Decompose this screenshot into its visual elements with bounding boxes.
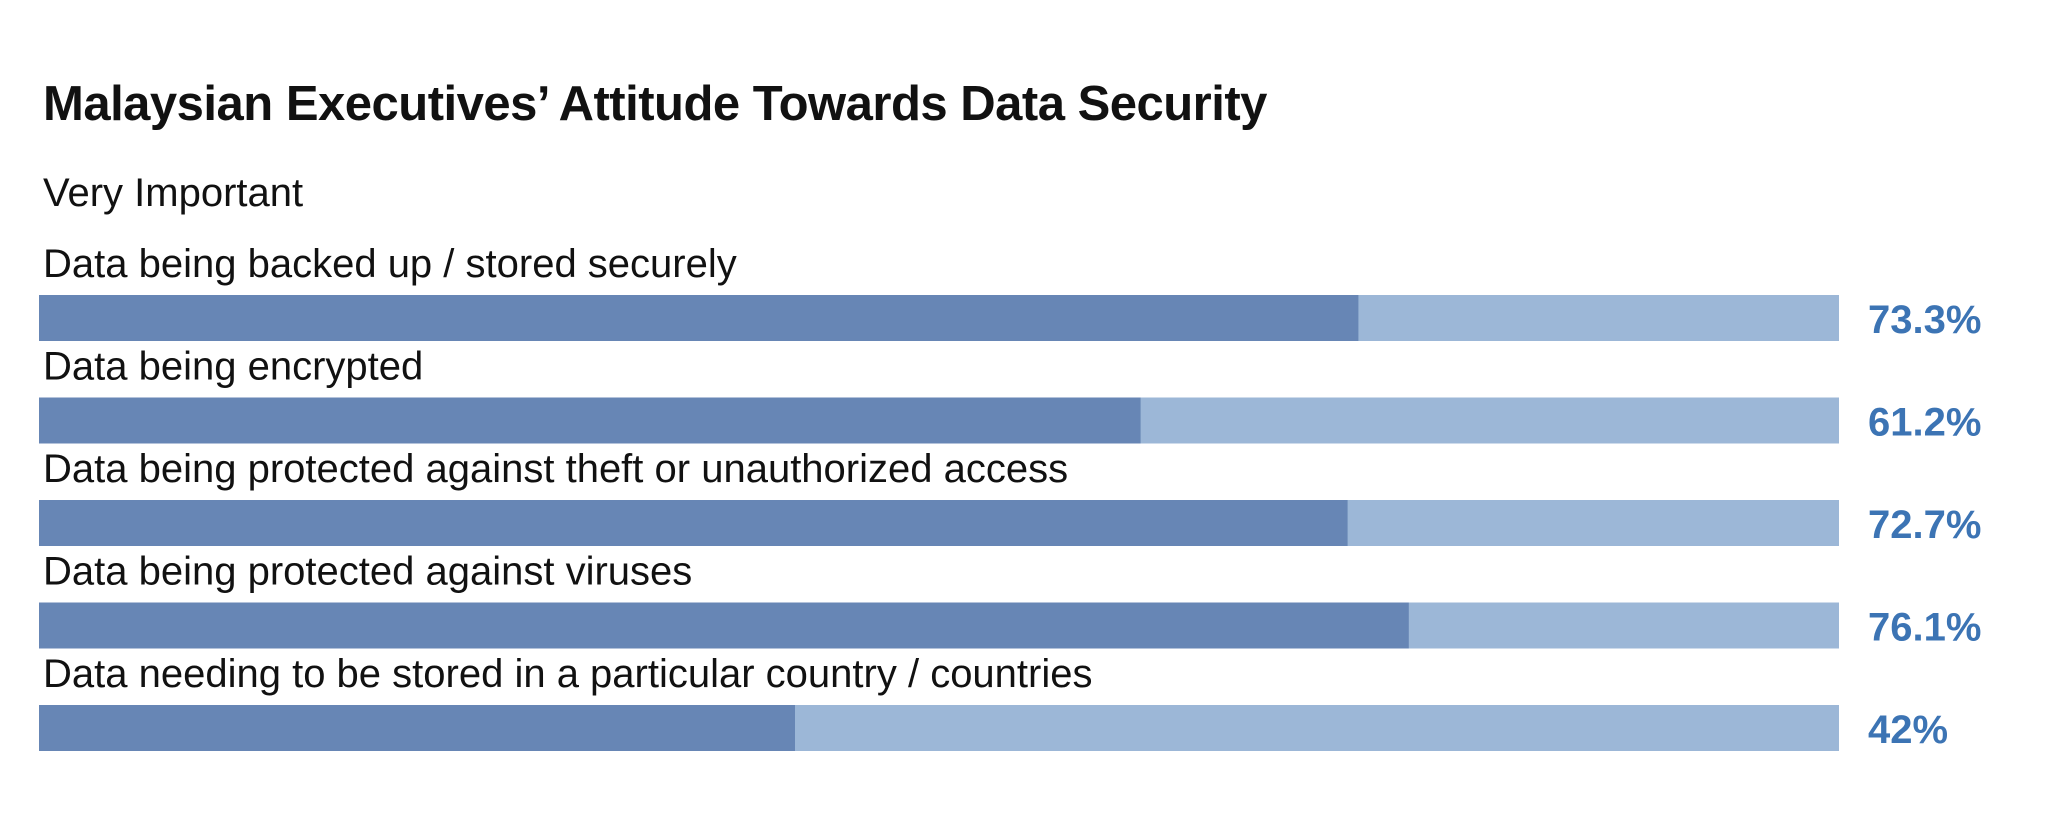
category-label: Data being encrypted <box>43 345 423 389</box>
value-label: 42% <box>1868 708 1948 752</box>
bar <box>39 295 1359 341</box>
value-label: 61.2% <box>1868 401 1981 445</box>
category-label: Data being protected against theft or un… <box>43 447 1068 491</box>
chart-subtitle: Very Important <box>43 171 304 215</box>
category-label: Data being backed up / stored securely <box>43 242 737 286</box>
bar-row: Data being encrypted 61.2% <box>39 345 1981 445</box>
value-label: 72.7% <box>1868 503 1981 547</box>
value-label: 73.3% <box>1868 298 1981 342</box>
bar-row: Data being protected against theft or un… <box>39 447 1981 547</box>
value-label: 76.1% <box>1868 606 1981 650</box>
bar <box>39 397 1141 444</box>
bar <box>39 602 1409 649</box>
bar-row: Data needing to be stored in a particula… <box>39 652 1948 752</box>
chart-title: Malaysian Executives’ Attitude Towards D… <box>43 77 1267 131</box>
bar-row: Data being protected against viruses 76.1… <box>39 550 1981 650</box>
category-label: Data being protected against viruses <box>43 550 692 594</box>
bar <box>39 705 795 751</box>
bar-row: Data being backed up / stored securely 73… <box>39 242 1981 342</box>
bar <box>39 500 1348 546</box>
category-label: Data needing to be stored in a particula… <box>43 652 1093 696</box>
